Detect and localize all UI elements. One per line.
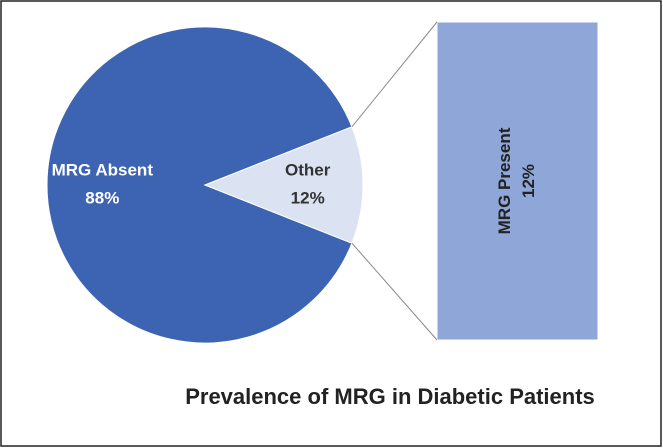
slice-value-label: 12% [291, 188, 325, 207]
connector-line [351, 21, 438, 128]
slice-category-label: MRG Absent [52, 160, 154, 179]
pie-slice [203, 126, 364, 244]
bar-value-label: 12% [519, 164, 538, 198]
slice-category-label: Other [285, 160, 331, 179]
bar-category-label: MRG Present [495, 127, 514, 234]
connector-line [351, 242, 438, 341]
chart-title: Prevalence of MRG in Diabetic Patients [185, 384, 595, 409]
pie-slice [46, 26, 353, 344]
slice-value-label: 88% [85, 188, 119, 207]
breakdown-bar [436, 21, 599, 341]
